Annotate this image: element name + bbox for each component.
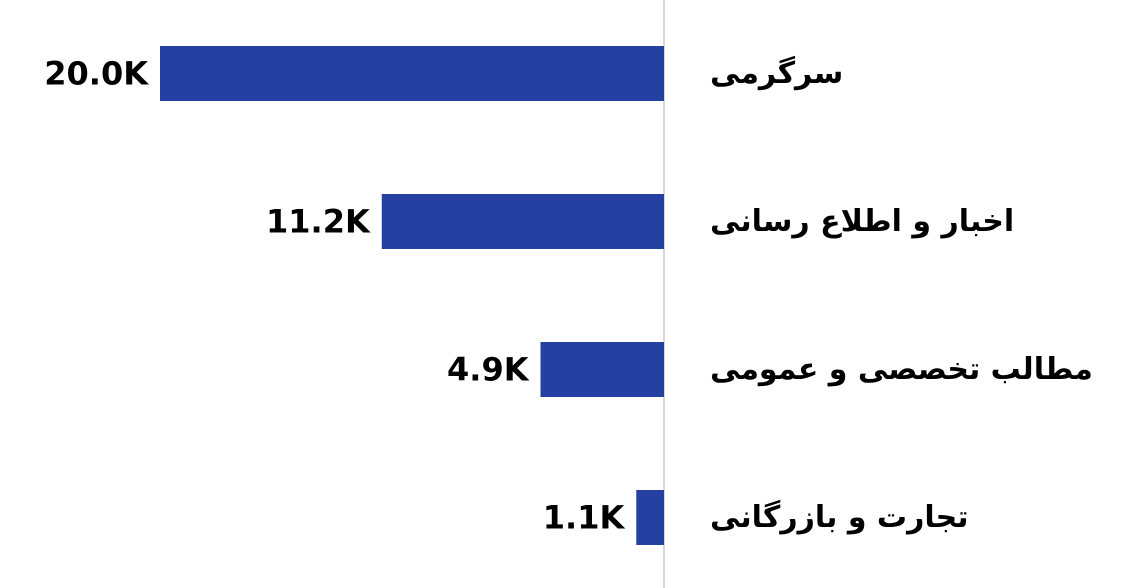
- data-label-3: 1.1K: [543, 499, 626, 537]
- bar-0: [160, 46, 664, 101]
- bar-2: [540, 342, 664, 397]
- bar-1: [381, 194, 664, 249]
- category-label-3: تجارت و بازرگانی: [710, 499, 969, 535]
- bars-layer: [160, 46, 664, 545]
- labels-layer: 20.0K سرگرمی 11.2K اخبار و اطلاع رسانی 4.9K م…: [44, 55, 1093, 537]
- bar-3: [636, 490, 664, 545]
- category-label-0: سرگرمی: [710, 55, 843, 91]
- data-label-1: 11.2K: [266, 203, 371, 241]
- data-label-0: 20.0K: [44, 55, 149, 93]
- category-label-2: مطالب تخصصی و عمومی: [710, 352, 1093, 387]
- category-label-1: اخبار و اطلاع رسانی: [710, 204, 1014, 239]
- data-label-2: 4.9K: [447, 351, 530, 389]
